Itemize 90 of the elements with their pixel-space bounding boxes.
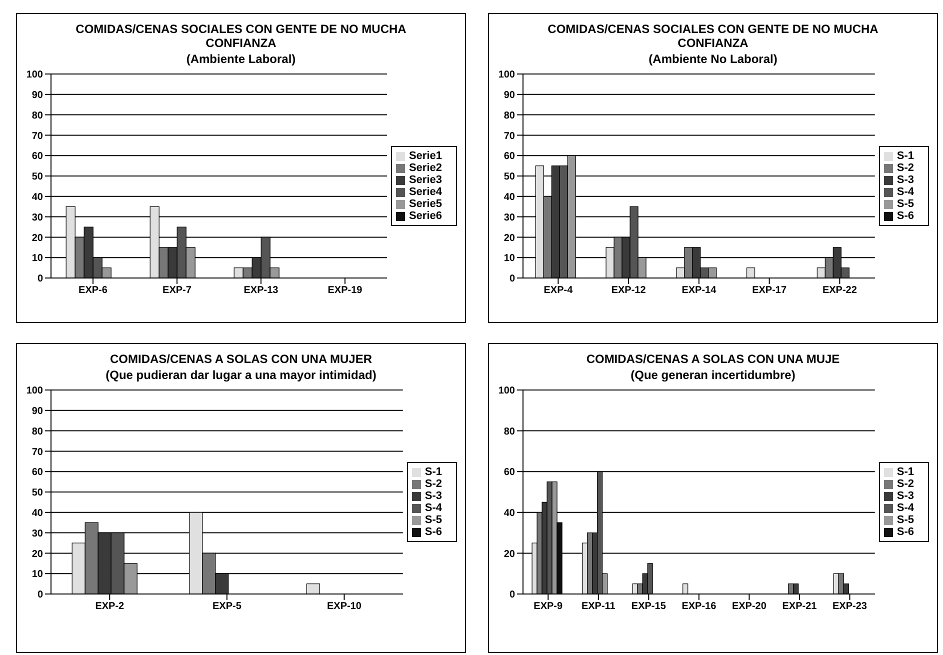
y-tick-label: 80: [32, 426, 44, 438]
y-tick-label: 80: [32, 110, 44, 122]
y-tick-label: 30: [32, 212, 44, 224]
chart-subtitle: (Que pudieran dar lugar a una mayor intimidad): [104, 368, 378, 382]
y-tick-label: 40: [32, 192, 44, 203]
y-tick-label: 90: [32, 90, 44, 101]
x-tick-label: EXP-19: [328, 285, 363, 296]
y-tick-label: 80: [504, 110, 516, 122]
chart-title: COMIDAS/CENAS SOCIALES CON GENTE DE NO MUCHA CONFIANZA: [74, 22, 408, 50]
y-tick-label: 70: [504, 130, 516, 142]
x-tick-label: EXP-21: [782, 601, 818, 612]
legend-label: Serie3: [408, 174, 442, 186]
x-tick-label: EXP-22: [822, 285, 858, 296]
y-tick-label: 0: [509, 274, 516, 285]
chart-subtitle: (Ambiente Laboral): [185, 52, 297, 66]
legend-label: S-6: [896, 210, 914, 222]
x-tick-label: EXP-10: [326, 601, 362, 612]
legend-label: S-4: [896, 502, 914, 514]
y-tick-label: 60: [32, 467, 44, 478]
y-tick-label: 0: [37, 274, 44, 285]
y-tick-label: 90: [504, 90, 516, 101]
legend-label: S-3: [896, 174, 914, 186]
y-tick-label: 20: [32, 548, 44, 560]
y-tick-label: 50: [32, 172, 44, 183]
x-tick-label: EXP-4: [544, 285, 574, 296]
x-tick-label: EXP-5: [212, 601, 242, 612]
legend-label: S-4: [896, 186, 914, 198]
y-tick-label: 0: [509, 590, 516, 601]
y-tick-label: 20: [32, 232, 44, 244]
legend-label: S-1: [424, 466, 442, 478]
y-tick-label: 50: [32, 488, 44, 499]
x-tick-label: EXP-7: [162, 285, 192, 296]
x-tick-label: EXP-16: [682, 601, 717, 612]
legend-label: Serie1: [408, 150, 442, 162]
legend-label: S-1: [896, 150, 914, 162]
y-tick-label: 90: [32, 406, 44, 417]
y-tick-label: 100: [26, 70, 44, 81]
chart-subtitle: (Ambiente No Laboral): [648, 52, 778, 66]
legend-label: S-5: [424, 514, 442, 526]
y-tick-label: 40: [504, 508, 516, 519]
chart-subtitle: (Que generan incertidumbre): [630, 368, 796, 382]
legend-label: S-6: [896, 526, 914, 538]
legend-label: Serie4: [408, 186, 442, 198]
y-tick-label: 30: [32, 528, 44, 540]
y-tick-label: 80: [504, 426, 516, 438]
legend-label: S-5: [896, 198, 914, 210]
y-tick-label: 70: [32, 130, 44, 142]
x-tick-label: EXP-13: [244, 285, 279, 296]
legend-label: Serie6: [408, 210, 442, 222]
y-tick-label: 40: [32, 508, 44, 519]
x-tick-label: EXP-23: [832, 601, 868, 612]
y-tick-label: 100: [26, 386, 44, 397]
legend-label: S-1: [896, 466, 914, 478]
legend-label: S-3: [424, 490, 442, 502]
y-tick-label: 50: [504, 172, 516, 183]
legend-label: S-6: [424, 526, 442, 538]
y-tick-label: 60: [504, 151, 516, 162]
x-tick-label: EXP-17: [752, 285, 787, 296]
x-tick-label: EXP-20: [732, 601, 767, 612]
y-tick-label: 40: [504, 192, 516, 203]
y-tick-label: 60: [32, 151, 44, 162]
legend-label: S-4: [424, 502, 442, 514]
y-tick-label: 0: [37, 590, 44, 601]
x-tick-label: EXP-15: [631, 601, 666, 612]
x-tick-label: EXP-6: [78, 285, 108, 296]
y-tick-label: 20: [504, 232, 516, 244]
chart-title: COMIDAS/CENAS A SOLAS CON UNA MUJE: [585, 352, 841, 366]
legend-label: S-3: [896, 490, 914, 502]
x-tick-label: EXP-9: [534, 601, 564, 612]
x-tick-label: EXP-11: [581, 601, 616, 612]
x-tick-label: EXP-12: [611, 285, 646, 296]
legend-label: Serie5: [408, 198, 442, 210]
legend-label: S-2: [424, 478, 442, 490]
legend-label: S-5: [896, 514, 914, 526]
y-tick-label: 10: [32, 569, 44, 580]
y-tick-label: 100: [498, 386, 516, 397]
legend-label: Serie2: [408, 162, 442, 174]
x-tick-label: EXP-14: [682, 285, 717, 296]
y-tick-label: 20: [504, 548, 516, 560]
y-tick-label: 100: [498, 70, 516, 81]
y-tick-label: 70: [32, 446, 44, 458]
x-tick-label: EXP-2: [95, 601, 125, 612]
y-tick-label: 10: [32, 253, 44, 264]
legend-label: S-2: [896, 478, 914, 490]
chart-title: COMIDAS/CENAS SOCIALES CON GENTE DE NO MUCHA CONFIANZA: [546, 22, 880, 50]
y-tick-label: 60: [504, 467, 516, 478]
y-tick-label: 10: [504, 253, 516, 264]
y-tick-label: 30: [504, 212, 516, 224]
legend-label: S-2: [896, 162, 914, 174]
chart-title: COMIDAS/CENAS A SOLAS CON UNA MUJER: [108, 352, 373, 366]
